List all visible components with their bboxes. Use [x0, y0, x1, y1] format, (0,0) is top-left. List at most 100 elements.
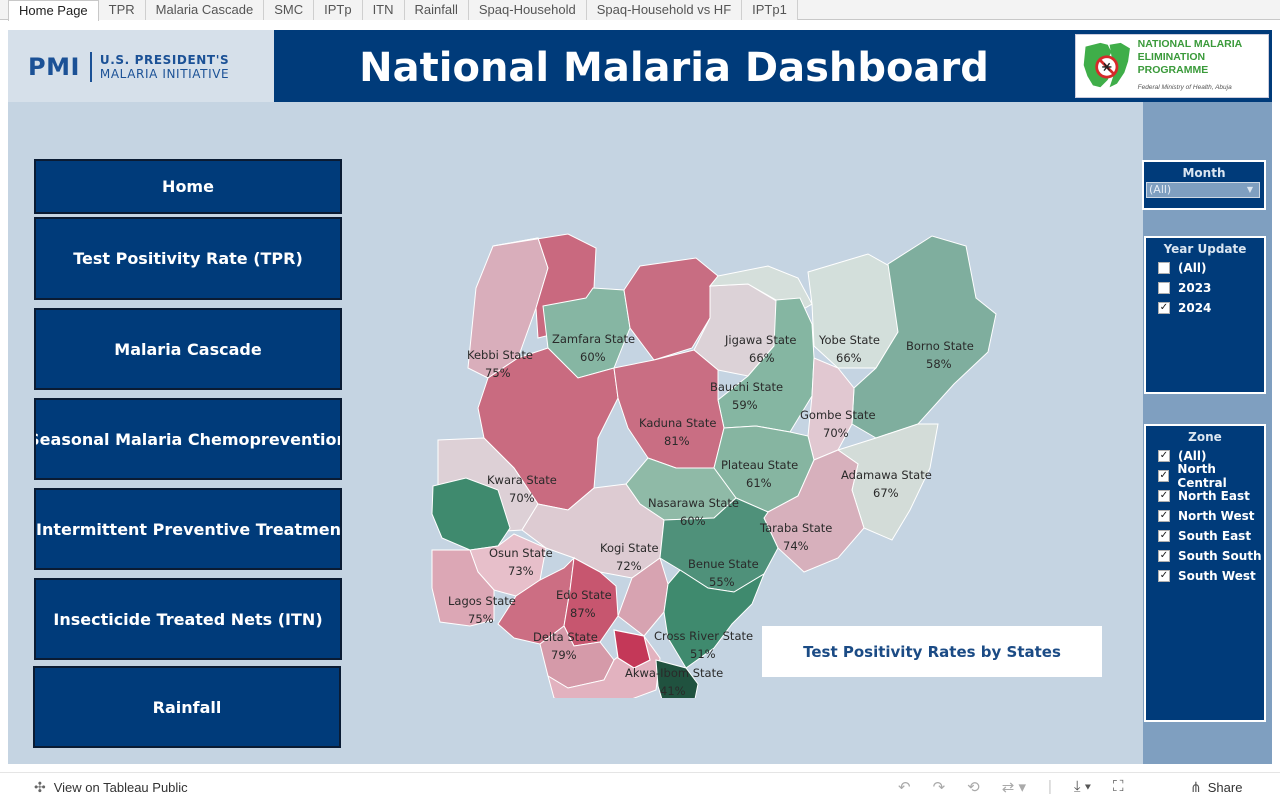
tab-home-page[interactable]: Home Page [8, 0, 99, 21]
checkbox-checked-icon[interactable]: ✓ [1158, 530, 1170, 542]
label-edo-state: Edo State [556, 588, 612, 602]
checkbox-checked-icon[interactable]: ✓ [1158, 550, 1170, 562]
label-borno-state: Borno State [906, 339, 974, 353]
label-osun-value: 73% [508, 564, 534, 578]
checkbox-checked-icon[interactable]: ✓ [1158, 450, 1170, 462]
nav-home-button[interactable]: Home [34, 159, 342, 214]
zone-option[interactable]: ✓ North West [1146, 506, 1264, 526]
checkbox-checked-icon[interactable]: ✓ [1158, 470, 1170, 482]
label-zamfara-value: 60% [580, 350, 606, 364]
year-filter-title: Year Update [1163, 242, 1247, 256]
zone-option-label: South West [1178, 569, 1256, 583]
tab-smc[interactable]: SMC [264, 0, 315, 20]
label-benue-value: 55% [709, 575, 735, 589]
label-lagos-value: 75% [468, 612, 494, 626]
year-filter: Year Update (All) 2023 ✓ 2024 [1144, 236, 1266, 394]
label-kwara-state: Kwara State [487, 473, 557, 487]
tab-spaq-household[interactable]: Spaq-Household [468, 0, 587, 20]
label-zamfara-state: Zamfara State [552, 332, 635, 346]
label-delta-value: 79% [551, 648, 577, 662]
chevron-down-icon: ▼ [1246, 185, 1253, 194]
tpr-state-map[interactable]: Kebbi State 75% Zamfara State 60% Jigawa… [418, 228, 1018, 707]
year-option[interactable]: 2023 [1146, 278, 1264, 298]
zone-filter-title: Zone [1188, 430, 1222, 444]
label-cross-river-state: Cross River State [654, 629, 753, 643]
revert-icon[interactable]: ⟲ [967, 779, 980, 796]
tab-malaria-cascade[interactable]: Malaria Cascade [145, 0, 265, 20]
year-option-label: (All) [1178, 261, 1207, 275]
zone-option-label: North Central [1177, 462, 1227, 490]
zone-option[interactable]: ✓ South West [1146, 566, 1264, 586]
tab-tpr[interactable]: TPR [98, 0, 146, 20]
nav-tpr-button[interactable]: Test Positivity Rate (TPR) [34, 217, 342, 300]
zone-option[interactable]: ✓ (All) [1146, 446, 1264, 466]
checkbox-checked-icon[interactable]: ✓ [1158, 490, 1170, 502]
year-options: (All) 2023 ✓ 2024 [1146, 256, 1264, 318]
checkbox-icon[interactable] [1158, 282, 1170, 294]
zone-option-label: (All) [1178, 449, 1207, 463]
tab-itn[interactable]: ITN [362, 0, 405, 20]
label-kaduna-state: Kaduna State [639, 416, 716, 430]
checkbox-icon[interactable] [1158, 262, 1170, 274]
label-yobe-state: Yobe State [818, 333, 880, 347]
pmi-line1: U.S. PRESIDENT'S [99, 53, 230, 67]
taraba-region [763, 449, 865, 573]
label-kebbi-value: 75% [485, 366, 511, 380]
label-kaduna-value: 81% [664, 434, 690, 448]
label-plateau-value: 61% [746, 476, 772, 490]
zone-option[interactable]: ✓ South East [1146, 526, 1264, 546]
label-gombe-state: Gombe State [800, 408, 876, 422]
pmi-mark: PMI [28, 52, 92, 82]
year-option[interactable]: ✓ 2024 [1146, 298, 1264, 318]
download-icon[interactable]: ⤓ ▾ [1073, 778, 1092, 795]
zone-option[interactable]: ✓ North Central [1146, 462, 1264, 490]
label-akwa-ibom-state: Akwa-Ibom State [625, 666, 723, 680]
checkbox-checked-icon[interactable]: ✓ [1158, 510, 1170, 522]
nav-cascade-button[interactable]: Malaria Cascade [34, 308, 342, 390]
undo-icon[interactable]: ↶ [898, 779, 911, 796]
label-taraba-value: 74% [783, 539, 809, 553]
tab-iptp[interactable]: IPTp [314, 0, 363, 20]
zone-option[interactable]: ✓ South South [1146, 546, 1264, 566]
share-icon: ⋔ [1190, 779, 1202, 795]
tab-rainfall[interactable]: Rainfall [404, 0, 469, 20]
redo-icon[interactable]: ↷ [932, 779, 946, 796]
zone-filter: Zone ✓ (All) ✓ North Central ✓ North East ✓ Nor… [1144, 424, 1266, 722]
year-option-label: 2023 [1178, 281, 1212, 295]
view-on-tableau-link[interactable]: View on Tableau Public [53, 780, 188, 795]
label-nasarawa-state: Nasarawa State [648, 496, 739, 510]
label-gombe-value: 70% [823, 426, 849, 440]
year-option[interactable]: (All) [1146, 258, 1264, 278]
month-select[interactable]: (All) ▼ [1146, 182, 1260, 198]
nav-rainfall-button[interactable]: Rainfall [33, 666, 341, 748]
ogun-lagos-region [431, 549, 495, 627]
checkbox-checked-icon[interactable]: ✓ [1158, 302, 1170, 314]
label-plateau-state: Plateau State [721, 458, 798, 472]
label-cross-river-value: 51% [690, 647, 716, 661]
refresh-icon[interactable]: ⇄ ▾ [1001, 779, 1026, 796]
zone-option[interactable]: ✓ North East [1146, 486, 1264, 506]
nigeria-map-svg[interactable]: Kebbi State 75% Zamfara State 60% Jigawa… [418, 228, 1018, 707]
nav-smc-button[interactable]: Seasonal Malaria Chemoprevention [34, 398, 342, 480]
checkbox-checked-icon[interactable]: ✓ [1158, 570, 1170, 582]
dashboard: PMI U.S. PRESIDENT'S MALARIA INITIATIVE … [8, 30, 1272, 764]
tab-spaq-household-vs-hf[interactable]: Spaq-Household vs HF [586, 0, 743, 20]
nav-itn-button[interactable]: Insecticide Treated Nets (ITN) [34, 578, 342, 660]
tableau-icon: ✣ [34, 779, 46, 795]
sheet-tabs: Home Page TPR Malaria Cascade SMC IPTp ITN Rai… [0, 0, 1280, 21]
label-kebbi-state: Kebbi State [467, 348, 533, 362]
tab-iptp1[interactable]: IPTp1 [742, 0, 798, 20]
label-edo-value: 87% [570, 606, 596, 620]
zone-options: ✓ (All) ✓ North Central ✓ North East ✓ North We… [1146, 444, 1264, 586]
divider: | [1048, 778, 1052, 795]
zone-option-label: South East [1178, 529, 1252, 543]
label-jigawa-value: 66% [749, 351, 775, 365]
fullscreen-icon[interactable]: ⛶ [1113, 778, 1124, 795]
nmep-emblem-icon [1083, 42, 1130, 88]
nmep-subtitle: Federal Ministry of Health, Abuja [1137, 84, 1232, 91]
share-button[interactable]: Share [1207, 780, 1243, 795]
label-benue-state: Benue State [688, 557, 759, 571]
label-adamawa-value: 67% [873, 486, 899, 500]
nav-ipt-button[interactable]: Intermittent Preventive Treatment (IP... [34, 488, 342, 570]
nmep-line1: NATIONAL MALARIA [1137, 38, 1243, 50]
